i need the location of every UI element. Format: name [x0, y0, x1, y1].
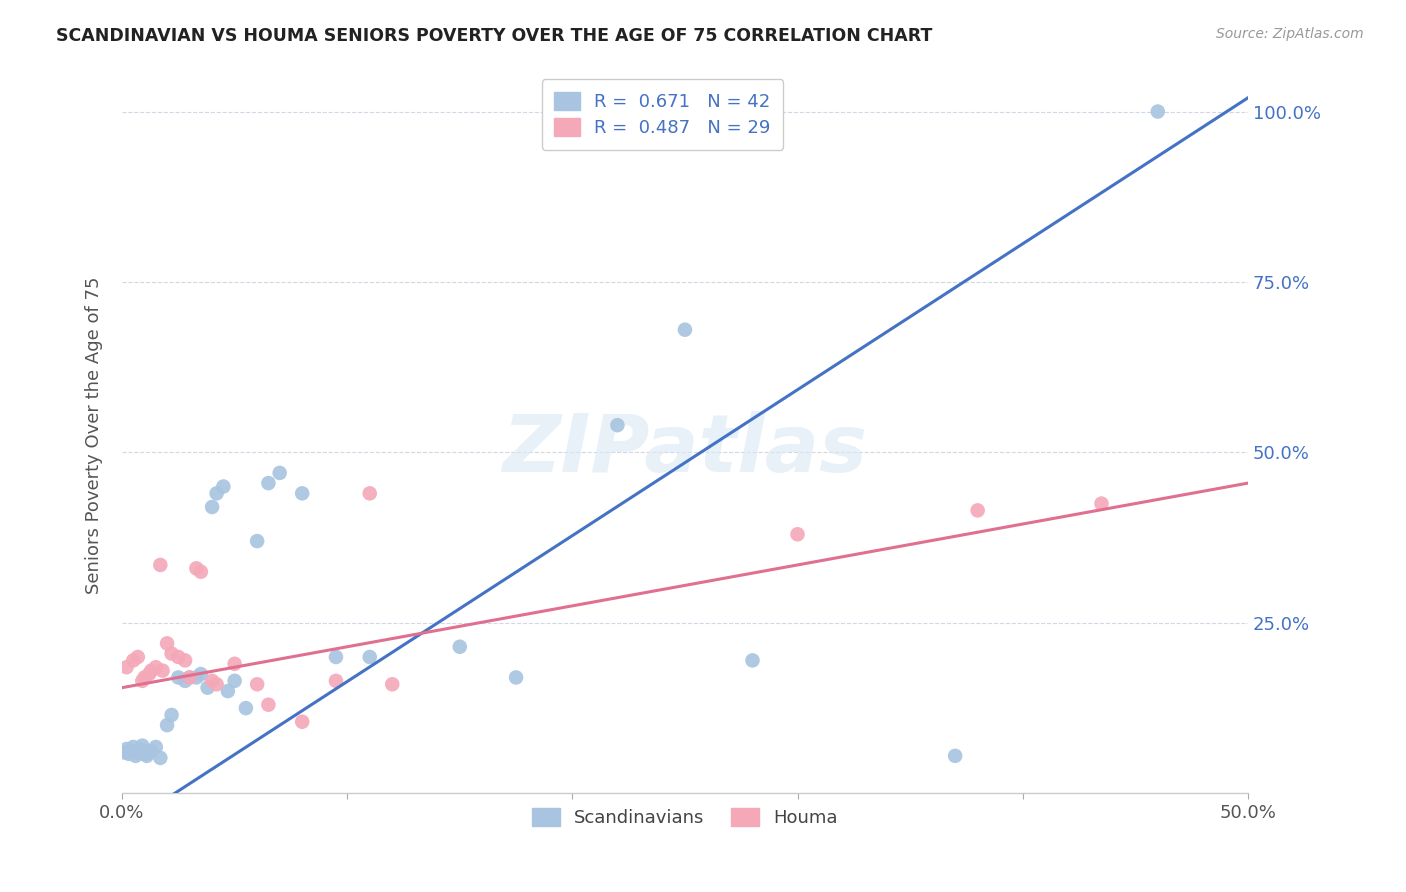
- Legend: Scandinavians, Houma: Scandinavians, Houma: [526, 801, 845, 834]
- Point: [167, 650, 190, 665]
- Point: [359, 486, 381, 500]
- Point: [167, 670, 190, 684]
- Point: [246, 534, 269, 549]
- Point: [141, 744, 163, 758]
- Point: [112, 746, 135, 760]
- Point: [174, 653, 197, 667]
- Point: [120, 744, 142, 758]
- Point: [127, 746, 149, 760]
- Point: [115, 660, 138, 674]
- Point: [505, 670, 527, 684]
- Point: [224, 673, 246, 688]
- Point: [1146, 104, 1168, 119]
- Point: [186, 670, 208, 684]
- Point: [966, 503, 988, 517]
- Point: [135, 748, 157, 763]
- Point: [1090, 497, 1112, 511]
- Point: [138, 667, 160, 681]
- Point: [212, 479, 235, 493]
- Point: [149, 751, 172, 765]
- Point: [124, 748, 146, 763]
- Point: [160, 708, 183, 723]
- Point: [205, 486, 228, 500]
- Point: [786, 527, 808, 541]
- Point: [217, 684, 239, 698]
- Point: [325, 673, 347, 688]
- Text: SCANDINAVIAN VS HOUMA SENIORS POVERTY OVER THE AGE OF 75 CORRELATION CHART: SCANDINAVIAN VS HOUMA SENIORS POVERTY OV…: [56, 27, 932, 45]
- Point: [449, 640, 471, 654]
- Point: [201, 500, 224, 514]
- Text: ZIPatlas: ZIPatlas: [502, 410, 868, 489]
- Point: [145, 660, 167, 674]
- Point: [224, 657, 246, 671]
- Point: [205, 677, 228, 691]
- Point: [122, 739, 145, 754]
- Point: [138, 746, 160, 760]
- Point: [235, 701, 257, 715]
- Point: [190, 565, 212, 579]
- Point: [246, 677, 269, 691]
- Point: [257, 698, 280, 712]
- Point: [257, 476, 280, 491]
- Point: [145, 739, 167, 754]
- Point: [131, 739, 153, 753]
- Point: [359, 650, 381, 665]
- Point: [129, 742, 152, 756]
- Point: [141, 664, 163, 678]
- Point: [381, 677, 404, 691]
- Point: [179, 670, 201, 684]
- Point: [122, 653, 145, 667]
- Point: [269, 466, 291, 480]
- Point: [134, 747, 156, 761]
- Point: [186, 561, 208, 575]
- Point: [149, 558, 172, 572]
- Text: Source: ZipAtlas.com: Source: ZipAtlas.com: [1216, 27, 1364, 41]
- Point: [201, 673, 224, 688]
- Point: [115, 742, 138, 756]
- Point: [152, 664, 174, 678]
- Point: [156, 636, 179, 650]
- Point: [127, 650, 149, 665]
- Point: [291, 714, 314, 729]
- Point: [118, 747, 141, 761]
- Point: [606, 418, 628, 433]
- Point: [156, 718, 179, 732]
- Point: [325, 650, 347, 665]
- Point: [673, 323, 696, 337]
- Point: [160, 647, 183, 661]
- Point: [179, 670, 201, 684]
- Point: [943, 748, 966, 763]
- Point: [174, 673, 197, 688]
- Point: [190, 667, 212, 681]
- Y-axis label: Seniors Poverty Over the Age of 75: Seniors Poverty Over the Age of 75: [86, 277, 103, 594]
- Point: [197, 681, 219, 695]
- Point: [131, 673, 153, 688]
- Point: [134, 670, 156, 684]
- Point: [291, 486, 314, 500]
- Point: [741, 653, 763, 667]
